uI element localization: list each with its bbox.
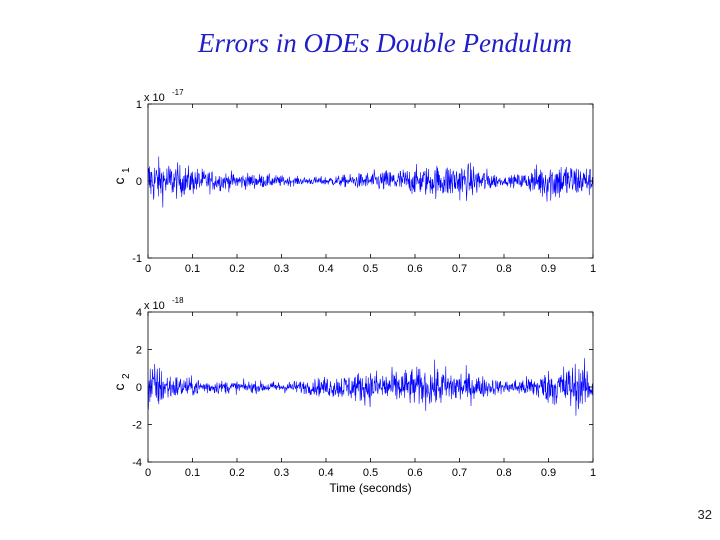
y-tick-label: -4 [132,457,142,469]
x-axis-label: Time (seconds) [329,481,411,495]
x-tick-label: 0.7 [452,467,467,479]
y-tick-label: 0 [136,382,142,394]
exponent-power: -18 [172,296,184,305]
error-series-line [147,358,594,416]
error-plot-c1: 0 0.1 0.2 0.3 0.4 0.5 0.6 0.7 0.8 0.9 110-1x 10 -17… [111,88,596,275]
x-tick-label: 1 [590,467,596,479]
y-axis-label: c1 [111,167,132,185]
x-tick-label: 0.3 [274,263,289,275]
y-axis-label-subscript: 1 [121,167,132,173]
x-tick-label: 0.9 [541,467,556,479]
exponent-label: x 10 [144,92,165,104]
x-tick-label: 0.8 [496,467,511,479]
exponent-label: x 10 [144,300,165,312]
x-tick-label: 0 [145,263,151,275]
page-number: 32 [697,507,712,522]
slide-title: Errors in ODEs Double Pendulum [198,28,572,58]
y-tick-label: 4 [136,307,142,319]
x-tick-label: 0.4 [318,263,333,275]
y-tick-label: 1 [136,99,142,111]
y-tick-label: -1 [132,253,142,265]
x-tick-label: 0.1 [185,263,200,275]
x-tick-label: 0.5 [363,467,378,479]
x-tick-label: 0.2 [229,263,244,275]
y-axis-label-main: c [111,178,127,185]
x-tick-label: 0.4 [318,467,333,479]
y-tick-label: 0 [136,176,142,188]
error-series-line [147,156,594,208]
x-tick-label: 0 [145,467,151,479]
x-tick-label: 0.8 [496,263,511,275]
x-tick-label: 1 [590,263,596,275]
x-tick-label: 0.1 [185,467,200,479]
exponent-power: -17 [172,88,184,97]
x-tick-label: 0.6 [407,263,422,275]
x-tick-label: 0.3 [274,467,289,479]
x-tick-label: 0.2 [229,467,244,479]
x-tick-label: 0.5 [363,263,378,275]
x-tick-label: 0.7 [452,263,467,275]
x-tick-label: 0.6 [407,467,422,479]
y-axis-label-main: c [111,384,127,391]
x-tick-label: 0.9 [541,263,556,275]
y-axis-label: c2 [111,373,132,391]
y-axis-label-subscript: 2 [121,373,132,379]
y-tick-label: 2 [136,345,142,357]
y-tick-label: -2 [132,420,142,432]
